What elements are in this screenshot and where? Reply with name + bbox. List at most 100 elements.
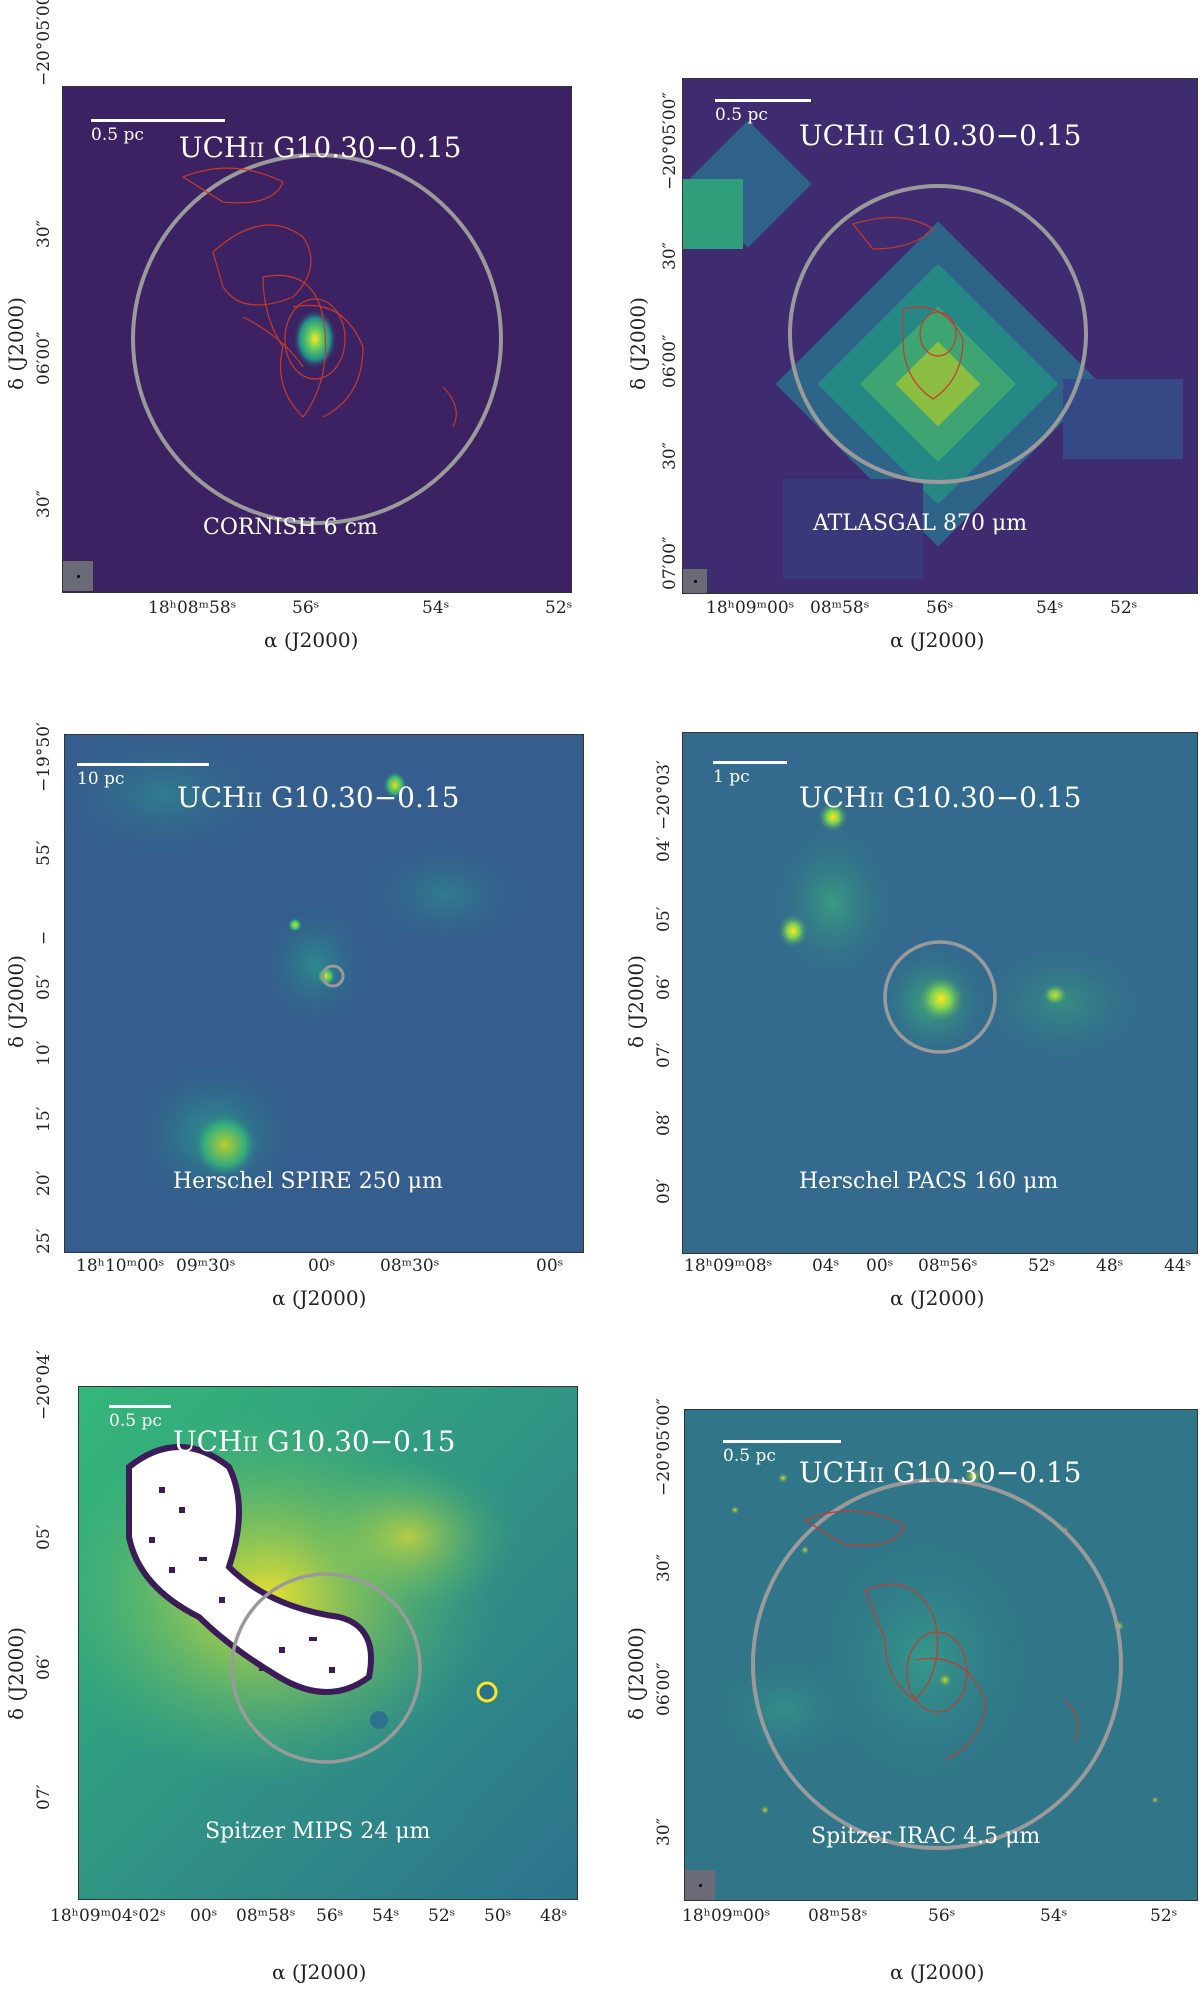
ytick: 30″	[660, 242, 680, 270]
band-label: CORNISH 6 cm	[203, 515, 378, 540]
scalebar-label: 1 pc	[713, 767, 750, 787]
xtick: 09ᵐ30ˢ	[176, 1256, 236, 1276]
band-label: Herschel SPIRE 250 μm	[173, 1169, 443, 1194]
x-axis-label: α (J2000)	[272, 1960, 367, 1984]
xtick: 18ʰ09ᵐ08ˢ	[684, 1256, 773, 1276]
source-title: UCHII G10.30−0.15	[799, 1456, 1082, 1489]
ytick: 06′	[654, 974, 674, 1001]
ytick: 07′	[34, 1784, 54, 1811]
xtick: 48ˢ	[1096, 1256, 1124, 1276]
image-spire: 10 pc UCHII G10.30−0.15 Herschel SPIRE 2…	[64, 734, 584, 1253]
ytick: −20°04′	[34, 1350, 54, 1420]
xtick: 52ˢ	[1028, 1256, 1056, 1276]
ytick: 25′	[34, 1228, 54, 1255]
xtick: 48ˢ	[540, 1906, 568, 1926]
ytick: −20°05′00″	[654, 1398, 674, 1496]
ytick: 05′	[34, 974, 54, 1001]
scalebar-label: 0.5 pc	[91, 125, 144, 145]
xtick: 56ˢ	[926, 598, 954, 618]
xtick: 08ᵐ30ˢ	[380, 1256, 440, 1276]
ytick: 30″	[34, 220, 54, 248]
xtick: 18ʰ09ᵐ00ˢ	[682, 1906, 771, 1926]
ytick: −20°05′00″	[34, 0, 54, 86]
scalebar	[723, 1440, 841, 1443]
image-atlasgal: 0.5 pc UCHII G10.30−0.15 ATLASGAL 870 μm	[682, 78, 1198, 594]
scalebar-label: 10 pc	[77, 769, 125, 789]
y-axis-label: δ (J2000)	[4, 297, 28, 390]
source-title: UCHII G10.30−0.15	[179, 131, 462, 164]
scalebar	[109, 1405, 171, 1408]
xtick: 08ᵐ56ˢ	[918, 1256, 978, 1276]
xtick: 44ˢ	[1164, 1256, 1192, 1276]
ytick: 05′	[654, 906, 674, 933]
ytick: −20°05′00″	[660, 92, 680, 190]
irac-image-graphic	[685, 1410, 1197, 1900]
xtick: 18ʰ10ᵐ00ˢ	[76, 1256, 165, 1276]
ytick: 06′00″	[654, 1662, 674, 1716]
scalebar	[713, 761, 787, 764]
xtick: 00ˢ	[866, 1256, 894, 1276]
ytick: 07′00″	[660, 536, 680, 590]
xtick: 18ʰ09ᵐ04ˢ02ˢ	[50, 1906, 166, 1926]
ytick: −19°50′	[34, 722, 54, 792]
scalebar	[77, 763, 209, 766]
ytick: 30″	[654, 1554, 674, 1582]
xtick: 00ˢ	[308, 1256, 336, 1276]
xtick: 52ˢ	[428, 1906, 456, 1926]
mips-image-graphic	[79, 1387, 577, 1899]
ytick: 30″	[34, 490, 54, 518]
image-mips: 0.5 pc UCHII G10.30−0.15 Spitzer MIPS 24…	[78, 1386, 578, 1900]
ytick: 04′	[654, 836, 674, 863]
xtick: 08ᵐ58ˢ	[810, 598, 870, 618]
image-cornish: 0.5 pc UCHII G10.30−0.15 CORNISH 6 cm	[62, 86, 572, 593]
x-axis-label: α (J2000)	[890, 1286, 985, 1310]
xtick: 56ˢ	[928, 1906, 956, 1926]
ytick: 30″	[660, 442, 680, 470]
ytick: 06′	[34, 1654, 54, 1681]
y-axis-label: δ (J2000)	[624, 1627, 648, 1720]
xtick: 54ˢ	[1036, 598, 1064, 618]
band-label: Spitzer MIPS 24 μm	[205, 1819, 431, 1844]
source-title: UCHII G10.30−0.15	[173, 1425, 456, 1458]
band-label: Herschel PACS 160 μm	[799, 1169, 1059, 1194]
beam-box	[685, 1870, 715, 1900]
scalebar-label: 0.5 pc	[109, 1411, 162, 1431]
xtick: 08ᵐ58ˢ	[236, 1906, 296, 1926]
ytick: 15′	[34, 1106, 54, 1133]
band-label: Spitzer IRAC 4.5 μm	[811, 1824, 1041, 1849]
ytick: 55′	[34, 840, 54, 867]
scalebar-label: 0.5 pc	[723, 1446, 776, 1466]
ytick: 08′	[654, 1110, 674, 1137]
xtick: 00ˢ	[536, 1256, 564, 1276]
x-axis-label: α (J2000)	[264, 628, 359, 652]
scalebar-label: 0.5 pc	[715, 105, 768, 125]
x-axis-label: α (J2000)	[890, 628, 985, 652]
ytick: 09′	[654, 1178, 674, 1205]
image-irac: 0.5 pc UCHII G10.30−0.15 Spitzer IRAC 4.…	[684, 1409, 1198, 1901]
y-axis-label: δ (J2000)	[626, 297, 650, 390]
xtick: 00ˢ	[190, 1906, 218, 1926]
xtick: 54ˢ	[372, 1906, 400, 1926]
ytick: −	[34, 930, 54, 945]
beam-box	[683, 569, 707, 593]
band-label: ATLASGAL 870 μm	[813, 511, 1028, 536]
xtick: 04ˢ	[812, 1256, 840, 1276]
ytick: 06′00″	[660, 334, 680, 388]
atlasgal-image-graphic	[683, 79, 1197, 593]
xtick: 52ˢ	[1110, 598, 1138, 618]
xtick: 54ˢ	[1040, 1906, 1068, 1926]
xtick: 52ˢ	[1150, 1906, 1178, 1926]
source-title: UCHII G10.30−0.15	[799, 781, 1082, 814]
source-title: UCHII G10.30−0.15	[177, 781, 460, 814]
scalebar	[91, 119, 225, 122]
y-axis-label: δ (J2000)	[4, 955, 28, 1048]
xtick: 56ˢ	[316, 1906, 344, 1926]
scalebar	[715, 99, 811, 102]
cornish-image-graphic	[63, 87, 571, 592]
ytick: 30″	[654, 1818, 674, 1846]
image-pacs: 1 pc UCHII G10.30−0.15 Herschel PACS 160…	[682, 732, 1198, 1254]
y-axis-label: δ (J2000)	[624, 955, 648, 1048]
ytick: 10′	[34, 1040, 54, 1067]
ytick: 07′	[654, 1042, 674, 1069]
xtick: 54ˢ	[422, 598, 450, 618]
